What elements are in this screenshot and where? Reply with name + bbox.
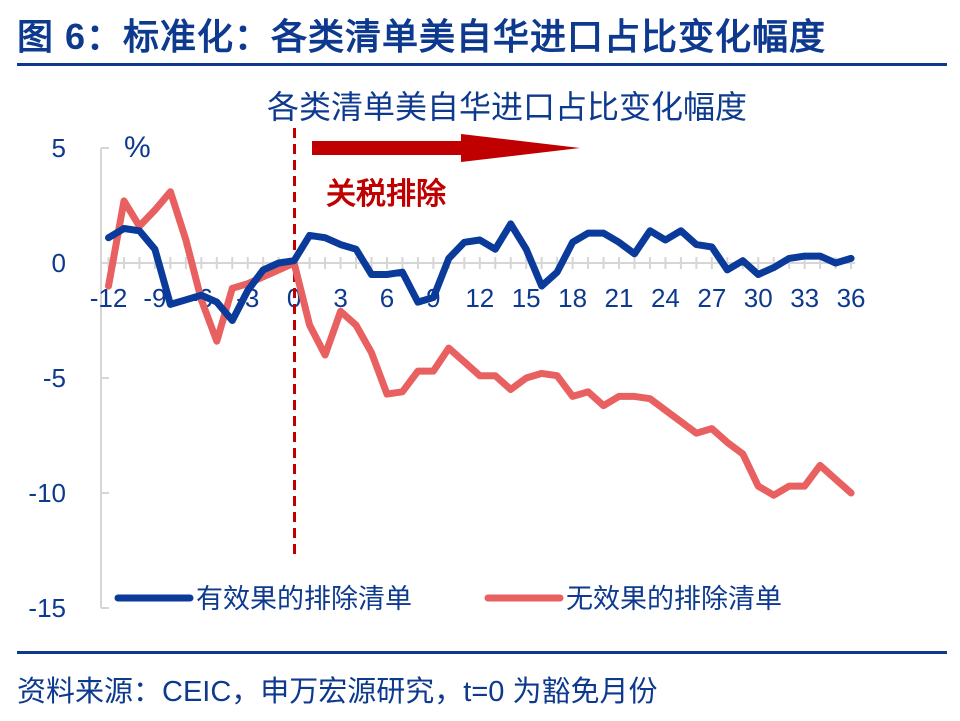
source-note: 资料来源：CEIC，申万宏源研究，t=0 为豁免月份 (17, 676, 658, 708)
line-chart: 各类清单美自华进口占比变化幅度 % 50-5-10-15 -12-9-6-303… (28, 88, 866, 623)
y-tick-label: 0 (52, 248, 66, 278)
y-tick-label: -15 (28, 593, 66, 623)
x-tick-label: 24 (651, 283, 680, 313)
y-tick-label: 5 (52, 133, 66, 163)
x-tick-label: 33 (790, 283, 819, 313)
x-tick-label: 21 (605, 283, 634, 313)
legend-label-ineffective: 无效果的排除清单 (566, 584, 782, 615)
legend-label-effective: 有效果的排除清单 (196, 584, 412, 615)
y-axis-unit: % (124, 131, 151, 164)
title-divider (17, 63, 947, 66)
x-tick-label: 36 (837, 283, 866, 313)
series-effective-line (105, 220, 855, 324)
chart-title: 各类清单美自华进口占比变化幅度 (267, 88, 747, 126)
tariff-exclusion-arrow-icon (312, 134, 580, 162)
y-tick-label: -5 (43, 363, 66, 393)
figure-title: 图 6：标准化：各类清单美自华进口占比变化幅度 (17, 16, 827, 57)
x-tick-label: 6 (380, 283, 394, 313)
y-axis: 5 0 -5 -10 -15 (28, 133, 109, 623)
x-tick-label: 30 (744, 283, 773, 313)
x-tick-label: 3 (333, 283, 347, 313)
x-tick-label: -9 (143, 283, 166, 313)
x-tick-label: 15 (512, 283, 541, 313)
x-tick-label: 18 (558, 283, 587, 313)
legend: 有效果的排除清单 无效果的排除清单 (114, 584, 782, 615)
y-tick-label: -10 (28, 478, 66, 508)
annotation-label: 关税排除 (326, 177, 447, 212)
x-tick-label: 27 (697, 283, 726, 313)
x-tick-label: 12 (465, 283, 494, 313)
footer-divider (17, 651, 947, 654)
series-ineffective-line (105, 188, 855, 499)
